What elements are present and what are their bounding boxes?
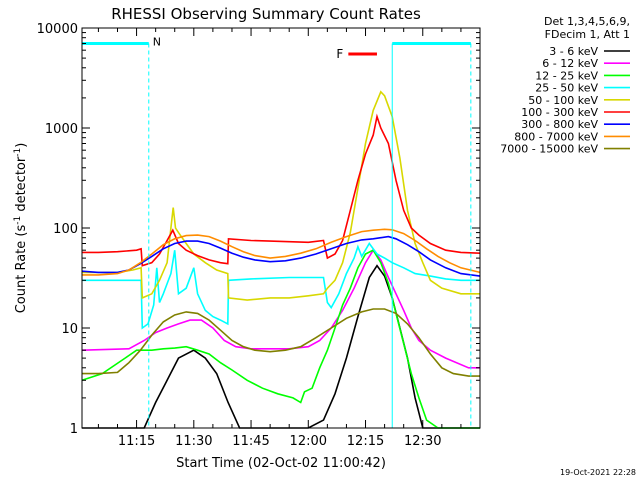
legend-label-6: 100 - 300 keV <box>521 106 598 119</box>
x-tick-label: 11:45 <box>232 434 269 449</box>
y-tick-label: 1 <box>70 422 78 437</box>
legend-label-5: 50 - 100 keV <box>528 94 598 107</box>
plot-area: 11:15 11:30 11:45 12:00 12:15 12:30 1 10 100 100… <box>37 22 481 449</box>
x-tick-label: 12:15 <box>347 434 384 449</box>
legend-label-7: 300 - 800 keV <box>521 118 598 131</box>
legend-label-8: 800 - 7000 keV <box>514 130 598 143</box>
legend-header-line-1: Det 1,3,4,5,6,9, <box>544 15 630 28</box>
legend-label-9: 7000 - 15000 keV <box>500 143 598 156</box>
x-tick-label: 11:15 <box>118 434 155 449</box>
chart-title: RHESSI Observing Summary Count Rates <box>111 5 421 23</box>
series-line-8 <box>82 228 481 276</box>
x-axis-label: Start Time (02-Oct-02 11:00:42) <box>176 456 386 471</box>
legend-label-2: 6 - 12 keV <box>542 57 598 70</box>
series-layer <box>81 90 481 429</box>
flare-label: F <box>336 47 343 61</box>
x-tick-label: 11:30 <box>175 434 212 449</box>
legend-header-line-2: FDecim 1, Att 1 <box>545 28 630 41</box>
timestamp: 19-Oct-2021 22:28 <box>560 468 636 477</box>
plot-frame <box>81 27 481 429</box>
y-axis-label: Count Rate (s-1 detector-1) <box>13 143 29 314</box>
series-line-9 <box>82 308 480 377</box>
legend-label-4: 25 - 50 keV <box>535 82 598 95</box>
legend-label-1: 3 - 6 keV <box>549 45 598 58</box>
y-axis: 1 10 100 1000 10000 <box>37 22 480 437</box>
series-line-5 <box>82 90 480 301</box>
legend-label-3: 12 - 25 keV <box>535 69 598 82</box>
legend: Det 1,3,4,5,6,9, FDecim 1, Att 1 3 - 6 k… <box>500 15 630 156</box>
series-line-6 <box>82 113 481 267</box>
night-label: N <box>153 35 161 48</box>
x-axis: 11:15 11:30 11:45 12:00 12:15 12:30 <box>97 28 481 449</box>
x-tick-label: 12:00 <box>290 434 327 449</box>
series-line-7 <box>81 235 481 277</box>
x-tick-label: 12:30 <box>404 434 441 449</box>
y-tick-label: 100 <box>53 222 78 237</box>
y-tick-label: 10000 <box>37 22 78 37</box>
y-tick-label: 10 <box>61 322 78 337</box>
y-tick-label: 1000 <box>45 122 78 137</box>
